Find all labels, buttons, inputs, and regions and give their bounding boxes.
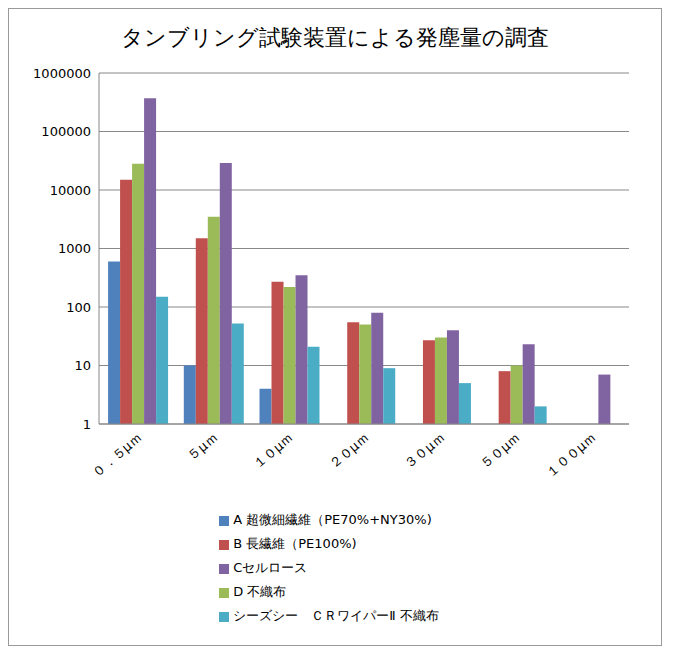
svg-text:10: 10	[74, 358, 91, 373]
html-text:B 長繊維（PE100%): B 長繊維（PE100%)	[233, 536, 357, 551]
svg-text:５μｍ: ５μｍ	[185, 430, 221, 464]
svg-text:1000: 1000	[58, 241, 91, 256]
svg-text:０．５μｍ: ０．５μｍ	[89, 430, 145, 480]
svg-text:２０μｍ: ２０μｍ	[326, 430, 372, 472]
html-text:A 超微細繊維（PE70%+NY30%): A 超微細繊維（PE70%+NY30%)	[233, 512, 432, 527]
html-text:タンブリング試験装置による発塵量の調査: タンブリング試験装置による発塵量の調査	[121, 25, 549, 50]
svg-text:100: 100	[66, 300, 91, 315]
svg-text:1000000: 1000000	[33, 66, 91, 81]
svg-text:10000: 10000	[50, 183, 91, 198]
html-text:シーズシー ＣＲワイパーⅡ 不織布: シーズシー ＣＲワイパーⅡ 不織布	[233, 608, 439, 623]
svg-text:５０μｍ: ５０μｍ	[477, 430, 523, 472]
svg-text:100000: 100000	[41, 124, 91, 139]
svg-text:１００μｍ: １００μｍ	[543, 430, 599, 480]
svg-text:３０μｍ: ３０μｍ	[402, 430, 448, 472]
html-text:D 不織布: D 不織布	[233, 584, 287, 599]
html-text:Cセルロース: Cセルロース	[233, 560, 308, 575]
svg-text:１０μｍ: １０μｍ	[250, 430, 296, 472]
svg-text:1: 1	[83, 417, 91, 432]
